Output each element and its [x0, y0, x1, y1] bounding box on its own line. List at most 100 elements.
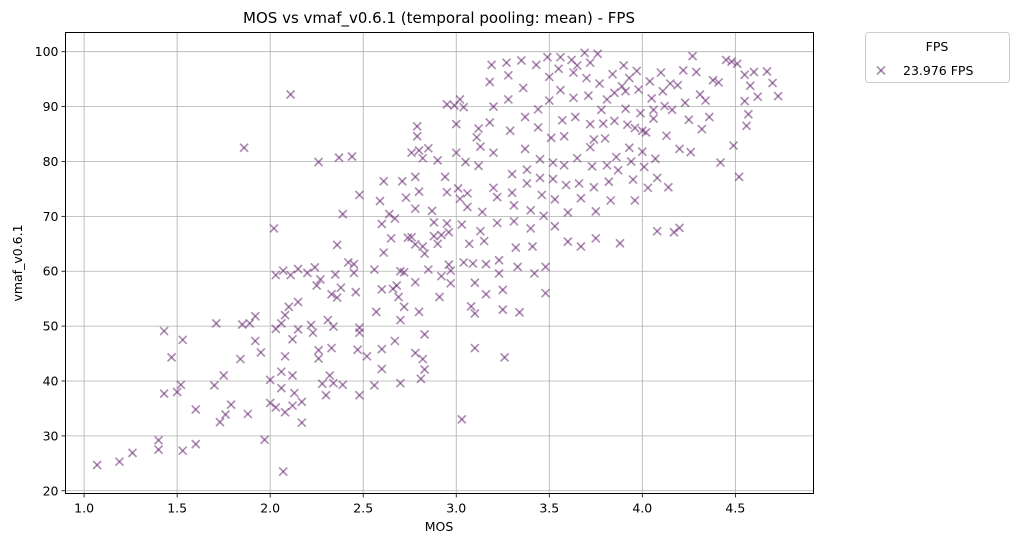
data-point — [369, 380, 379, 390]
data-point — [535, 154, 545, 164]
data-point — [624, 143, 634, 153]
data-point — [604, 177, 614, 187]
data-point — [457, 219, 467, 230]
data-point — [607, 69, 618, 79]
data-point — [436, 271, 446, 281]
data-point — [647, 93, 657, 103]
data-point — [472, 132, 482, 142]
data-point — [280, 351, 290, 361]
data-point — [557, 115, 567, 125]
data-point — [572, 153, 582, 163]
data-point — [286, 270, 296, 280]
data-point — [568, 93, 579, 103]
data-point — [406, 232, 417, 242]
data-point — [215, 417, 225, 427]
data-point — [591, 233, 601, 243]
data-point — [451, 148, 461, 158]
data-point — [596, 105, 606, 115]
data-point — [585, 58, 595, 68]
data-point — [442, 99, 452, 109]
data-point — [271, 402, 281, 412]
y-tick-label: 60 — [43, 264, 59, 279]
data-point — [412, 121, 422, 131]
data-point — [420, 329, 430, 339]
data-point — [473, 123, 484, 134]
data-point — [507, 188, 517, 198]
data-point — [315, 274, 326, 285]
data-point — [680, 98, 690, 108]
data-point — [312, 280, 322, 291]
data-point — [286, 89, 296, 100]
data-point — [297, 418, 307, 428]
data-point — [533, 122, 543, 133]
data-point — [762, 66, 772, 77]
data-point — [338, 380, 348, 390]
data-point — [302, 268, 312, 278]
data-point — [159, 326, 169, 336]
data-point — [226, 399, 236, 410]
data-point — [237, 319, 247, 330]
data-point — [326, 289, 337, 299]
data-point — [697, 124, 707, 134]
data-point — [265, 375, 275, 385]
data-point — [239, 143, 249, 153]
data-point — [620, 86, 631, 96]
data-point — [700, 95, 711, 106]
data-point — [559, 160, 569, 170]
data-point — [498, 305, 508, 315]
y-tick-label: 30 — [43, 428, 59, 443]
data-point — [410, 204, 420, 214]
data-point — [486, 60, 497, 70]
data-point — [568, 67, 579, 78]
data-point — [548, 174, 558, 184]
data-point — [511, 243, 521, 253]
data-point — [412, 131, 422, 141]
data-point — [714, 77, 724, 88]
data-point — [328, 378, 339, 388]
data-point — [494, 268, 504, 279]
data-point — [271, 270, 281, 280]
data-point — [539, 211, 549, 221]
data-point — [369, 264, 379, 275]
data-point — [661, 131, 672, 141]
data-point — [503, 70, 513, 80]
data-point — [280, 310, 290, 320]
data-point — [542, 52, 553, 62]
data-point — [219, 370, 229, 381]
data-point — [351, 287, 361, 297]
data-point — [297, 397, 307, 407]
data-point — [418, 241, 428, 252]
data-point — [535, 173, 545, 183]
data-point — [494, 255, 504, 265]
data-point — [442, 187, 452, 197]
data-point — [306, 320, 316, 330]
data-point — [624, 73, 634, 83]
x-tick-label: 4.0 — [632, 501, 652, 516]
data-point — [418, 153, 428, 163]
x-axis-ticks: 1.0 1.5 2.0 2.5 3.0 3.5 4.0 4.5 — [74, 493, 745, 516]
data-point — [652, 226, 662, 236]
data-point — [587, 161, 597, 172]
data-point — [686, 147, 696, 157]
x-tick-label: 4.5 — [725, 501, 745, 516]
data-point — [740, 96, 750, 106]
data-point — [410, 348, 420, 358]
data-point — [377, 219, 387, 229]
data-point — [741, 121, 752, 131]
data-point — [513, 262, 523, 272]
data-point — [347, 151, 357, 162]
data-point — [544, 95, 554, 106]
data-point — [593, 49, 603, 59]
plot-frame — [65, 32, 814, 494]
data-point — [734, 172, 744, 182]
data-point — [191, 439, 201, 449]
data-point — [245, 318, 255, 328]
data-point — [488, 101, 499, 112]
data-point — [343, 257, 353, 268]
data-point — [442, 218, 452, 229]
data-point — [446, 278, 456, 288]
data-point — [620, 104, 631, 114]
data-point — [410, 172, 420, 182]
data-point — [637, 146, 647, 157]
data-point — [375, 196, 385, 206]
